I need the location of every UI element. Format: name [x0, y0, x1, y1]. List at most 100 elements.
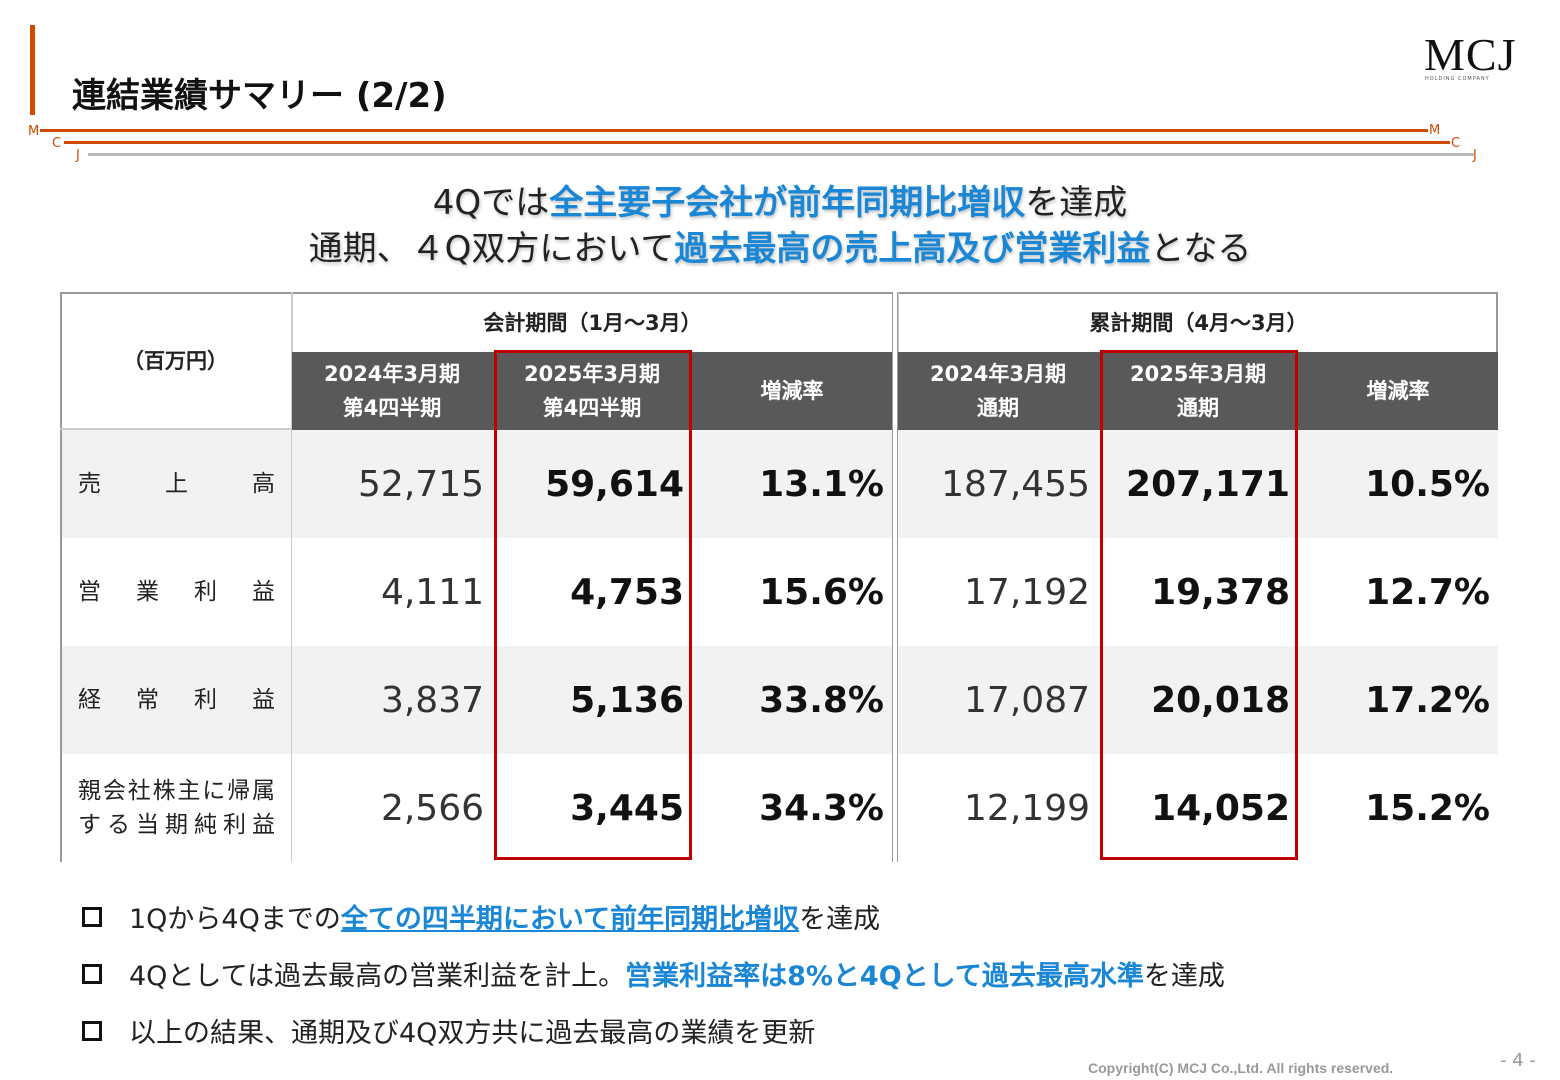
column-header-line: 2024年3月期: [323, 362, 461, 386]
rule: [40, 129, 1428, 132]
unit-cell: （百万円）: [60, 292, 292, 430]
cell-value: 12.7%: [1365, 571, 1490, 613]
bullet-segment: を達成: [1143, 961, 1225, 992]
cell-value: 207,171: [1126, 463, 1290, 505]
headline-text: 通期、４Q双方において: [308, 229, 675, 269]
headline-text: 4Qでは: [432, 183, 550, 223]
bullet-segment: 以上の結果、通期及び4Q双方共に過去最高の業績を更新: [129, 1018, 816, 1049]
column-header: 増減率: [1298, 352, 1498, 430]
bullet-box: [82, 906, 102, 927]
cell-value: 4,111: [380, 571, 484, 613]
group-header: 会計期間（1月～3月）: [292, 292, 892, 352]
column-header: 2025年3月期 第4四半期: [492, 352, 692, 430]
headline-line: 4Qでは全主要子会社が前年同期比増収を達成: [0, 180, 1560, 226]
column-header-line: 第4四半期: [342, 396, 442, 420]
bullet: 1Qから4Qまでの全ての四半期において前年同期比増収を達成: [82, 888, 1482, 945]
table-cell: 10.5%: [1298, 430, 1498, 538]
bullet: 4Qとしては過去最高の営業利益を計上。営業利益率は8%と4Qとして過去最高水準を…: [82, 945, 1482, 1002]
table-cell: 17,192: [898, 538, 1098, 646]
title-bar: [30, 25, 35, 115]
cell-value: 15.2%: [1365, 787, 1490, 829]
row-label-cell: 売上高: [62, 430, 292, 538]
cell-value: 19,378: [1151, 571, 1290, 613]
cell-value: 4,753: [570, 571, 684, 613]
table-cell: 4,111: [292, 538, 492, 646]
title: 連結業績サマリー (2/2): [72, 76, 447, 116]
group-header: 累計期間（4月～3月）: [898, 292, 1498, 352]
column-header: 2025年3月期 通期: [1098, 352, 1298, 430]
table-cell: 19,378: [1098, 538, 1298, 646]
cell-value: 17,087: [964, 679, 1090, 721]
bullet-segment: 全ての四半期において前年同期比増収: [340, 904, 800, 935]
bullet-segment: 営業利益率は8%と4Qとして過去最高水準: [625, 961, 1144, 992]
table-cell: 3,837: [292, 646, 492, 754]
bullets: 1Qから4Qまでの全ての四半期において前年同期比増収を達成 4Qとしては過去最高の…: [82, 888, 1482, 1059]
table-cell: 17,087: [898, 646, 1098, 754]
column-header-line: 2024年3月期: [929, 362, 1067, 386]
bullet-text: 以上の結果、通期及び4Q双方共に過去最高の業績を更新: [129, 1011, 815, 1050]
row-label: 売上高: [78, 471, 275, 497]
column-header-line: 通期: [1177, 396, 1219, 420]
cell-value: 59,614: [545, 463, 684, 505]
table-cell: 207,171: [1098, 430, 1298, 538]
headline-text: を達成: [1025, 183, 1128, 223]
cell-value: 17.2%: [1365, 679, 1490, 721]
headline-text: 過去最高の売上高及び営業利益: [674, 229, 1151, 269]
bullet-segment: を達成: [799, 904, 881, 935]
cell-value: 12,199: [964, 787, 1090, 829]
cell-value: 13.1%: [759, 463, 884, 505]
logo: MCJ: [1424, 29, 1517, 80]
cell-value: 15.6%: [759, 571, 884, 613]
table-cell: 187,455: [898, 430, 1098, 538]
row-label: 親会社株主に帰属する当期純利益: [78, 778, 275, 838]
rule-letter: J: [76, 148, 80, 163]
table-cell: 12.7%: [1298, 538, 1498, 646]
table-cell: 33.8%: [692, 646, 892, 754]
rule-letter: C: [1451, 136, 1461, 151]
row-label-cell: 営業利益: [62, 538, 292, 646]
cell-value: 14,052: [1151, 787, 1290, 829]
cell-value: 20,018: [1151, 679, 1290, 721]
table-cell: 12,199: [898, 754, 1098, 862]
column-header-line: 2025年3月期: [523, 362, 661, 386]
table-cell: 59,614: [492, 430, 692, 538]
row-label: 経常利益: [78, 687, 275, 713]
headline-line: 通期、４Q双方において過去最高の売上高及び営業利益となる: [0, 226, 1560, 272]
page-number: - 4 -: [1500, 1050, 1536, 1071]
cell-value: 52,715: [358, 463, 484, 505]
cell-value: 33.8%: [759, 679, 884, 721]
copyright: Copyright(C) MCJ Co.,Ltd. All rights res…: [1088, 1060, 1394, 1076]
highlight-box: [1100, 350, 1298, 860]
headline-text: 全主要子会社が前年同期比増収: [549, 183, 1026, 223]
rule-letter: J: [1473, 148, 1477, 163]
column-header-line: 第4四半期: [542, 396, 642, 420]
table-cell: 17.2%: [1298, 646, 1498, 754]
table-cell: 14,052: [1098, 754, 1298, 862]
table-cell: 15.2%: [1298, 754, 1498, 862]
headline-text: となる: [1150, 229, 1252, 269]
cell-value: 187,455: [941, 463, 1090, 505]
rule: [88, 153, 1474, 156]
table-cell: 5,136: [492, 646, 692, 754]
bullet: 以上の結果、通期及び4Q双方共に過去最高の業績を更新: [82, 1002, 1482, 1059]
group-gap: [892, 292, 898, 862]
rule-letter: M: [1429, 123, 1441, 138]
column-header-line: 通期: [977, 396, 1019, 420]
table-cell: 2,566: [292, 754, 492, 862]
cell-value: 34.3%: [759, 787, 884, 829]
bullet-text: 1Qから4Qまでの全ての四半期において前年同期比増収を達成: [129, 897, 880, 936]
cell-value: 3,837: [380, 679, 484, 721]
bullet-text: 4Qとしては過去最高の営業利益を計上。営業利益率は8%と4Qとして過去最高水準を…: [129, 954, 1225, 993]
table-cell: 4,753: [492, 538, 692, 646]
highlight-box: [494, 350, 692, 860]
table-cell: 20,018: [1098, 646, 1298, 754]
column-header: 増減率: [692, 352, 892, 430]
rule: [64, 141, 1450, 144]
cell-value: 17,192: [964, 571, 1090, 613]
cell-value: 2,566: [380, 787, 484, 829]
logo-sub: HOLDING COMPANY: [1425, 76, 1490, 82]
table-cell: 15.6%: [692, 538, 892, 646]
cell-value: 3,445: [570, 787, 684, 829]
cell-value: 5,136: [570, 679, 684, 721]
